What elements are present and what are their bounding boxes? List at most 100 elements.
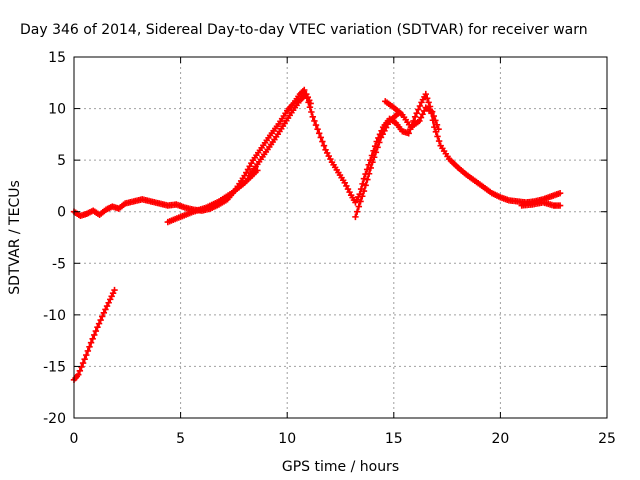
data-point-marker bbox=[413, 110, 420, 117]
data-point-marker bbox=[355, 203, 363, 210]
x-tick-label: 15 bbox=[385, 431, 403, 447]
data-point-marker bbox=[97, 316, 104, 324]
data-point-marker bbox=[99, 313, 106, 320]
data-point-marker bbox=[374, 144, 381, 151]
data-point-marker bbox=[308, 108, 315, 116]
y-axis-title: SDTVAR / TECUs bbox=[7, 180, 23, 295]
data-point-marker bbox=[315, 130, 323, 137]
data-point-marker bbox=[430, 112, 437, 120]
data-point-marker bbox=[435, 137, 443, 145]
data-point-marker bbox=[372, 149, 380, 156]
series-segment-6 bbox=[352, 110, 402, 221]
data-point-marker bbox=[100, 309, 108, 316]
data-point-marker bbox=[556, 189, 564, 197]
y-tick-label: 10 bbox=[48, 102, 66, 118]
data-point-marker bbox=[307, 100, 314, 107]
data-point-marker bbox=[111, 286, 118, 294]
x-tick-label: 20 bbox=[491, 431, 509, 447]
data-point-marker bbox=[376, 139, 383, 146]
data-point-marker bbox=[311, 117, 318, 125]
series-segment-3 bbox=[164, 167, 261, 226]
data-point-marker bbox=[359, 193, 366, 200]
series-segment-5 bbox=[382, 98, 442, 133]
y-tick-label: -5 bbox=[52, 256, 66, 272]
data-point-marker bbox=[424, 95, 431, 102]
data-point-marker bbox=[95, 320, 103, 327]
data-point-marker bbox=[556, 202, 564, 209]
x-axis-title: GPS time / hours bbox=[282, 459, 399, 475]
data-point-marker bbox=[369, 159, 376, 166]
data-point-marker bbox=[382, 124, 390, 131]
x-tick-label: 5 bbox=[176, 431, 185, 447]
data-point-marker bbox=[417, 114, 425, 121]
series-line bbox=[72, 88, 562, 217]
series-segment-7 bbox=[518, 199, 564, 209]
data-point-marker bbox=[314, 126, 321, 133]
data-point-marker bbox=[379, 130, 386, 138]
data-point-marker bbox=[394, 110, 402, 117]
series-segment-2 bbox=[70, 86, 564, 220]
grid bbox=[74, 57, 607, 418]
data-point-marker bbox=[415, 106, 422, 113]
data-point-marker bbox=[320, 142, 328, 149]
data-point-marker bbox=[92, 327, 100, 335]
data-point-marker bbox=[381, 127, 388, 135]
data-point-marker bbox=[79, 359, 87, 367]
data-point-marker bbox=[87, 339, 95, 346]
data-point-marker bbox=[103, 302, 111, 310]
data-point-marker bbox=[434, 133, 441, 140]
data-point-marker bbox=[84, 347, 92, 355]
data-point-marker bbox=[75, 371, 82, 378]
data-point-marker bbox=[419, 111, 426, 118]
y-tick-label: -15 bbox=[43, 359, 66, 375]
data-point-marker bbox=[416, 117, 423, 125]
data-point-marker bbox=[319, 138, 326, 145]
data-point-marker bbox=[83, 351, 90, 359]
data-point-marker bbox=[405, 130, 412, 137]
y-tick-label: -20 bbox=[43, 411, 66, 427]
y-tick-label: 0 bbox=[57, 205, 66, 221]
data-point-marker bbox=[357, 198, 364, 205]
data-point-marker bbox=[309, 113, 316, 121]
data-point-marker bbox=[360, 187, 368, 195]
data-point-marker bbox=[360, 175, 368, 182]
y-tick-label: 5 bbox=[57, 153, 66, 169]
data-point-marker bbox=[428, 108, 436, 115]
data-point-marker bbox=[301, 86, 308, 94]
data-point-marker bbox=[422, 90, 429, 98]
x-tick-label: 0 bbox=[70, 431, 79, 447]
y-tick-label: 15 bbox=[48, 50, 66, 66]
data-point-marker bbox=[432, 117, 439, 124]
data-point-marker bbox=[105, 299, 112, 306]
data-point-marker bbox=[317, 134, 324, 141]
data-point-marker bbox=[91, 331, 98, 339]
axis-ticks: 0 5 10 15 20 25 -20 -15 -10 -5 0 5 10 15 bbox=[43, 50, 616, 447]
data-point-marker bbox=[367, 164, 374, 172]
data-point-marker bbox=[377, 134, 385, 141]
data-point-marker bbox=[81, 356, 88, 363]
data-point-marker bbox=[362, 182, 369, 189]
data-point-marker bbox=[76, 367, 84, 375]
chart-title: Day 346 of 2014, Sidereal Day-to-day VTE… bbox=[20, 22, 588, 38]
data-point-marker bbox=[353, 208, 361, 215]
data-point-marker bbox=[425, 99, 432, 106]
data-point-marker bbox=[89, 335, 96, 343]
data-point-marker bbox=[94, 324, 101, 331]
series-segment-1 bbox=[70, 286, 118, 384]
data-point-marker bbox=[384, 121, 392, 128]
x-tick-label: 25 bbox=[598, 431, 616, 447]
data-point-marker bbox=[352, 213, 359, 221]
series-segment-4 bbox=[245, 90, 314, 179]
data-point-marker bbox=[78, 363, 85, 371]
data-point-marker bbox=[370, 154, 378, 161]
plot-frame bbox=[73, 56, 608, 419]
data-point-marker bbox=[416, 102, 424, 110]
data-point-marker bbox=[433, 121, 441, 129]
data-series bbox=[70, 86, 564, 384]
data-point-marker bbox=[86, 343, 93, 351]
x-tick-label: 10 bbox=[278, 431, 296, 447]
y-tick-label: -10 bbox=[43, 308, 66, 324]
data-point-marker bbox=[364, 176, 371, 183]
data-point-marker bbox=[435, 126, 442, 133]
